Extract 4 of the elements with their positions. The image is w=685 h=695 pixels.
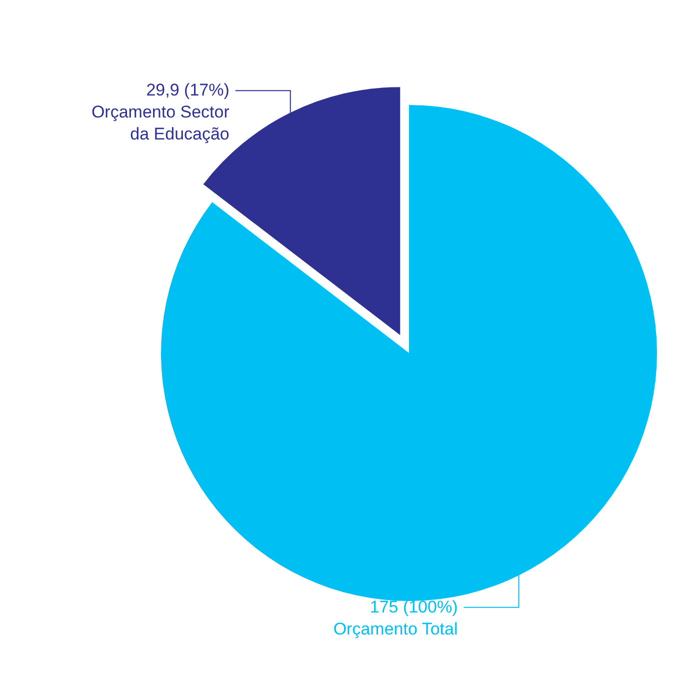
data-label: 29,9 (17%) — [146, 80, 230, 100]
slice-label: Orçamento Sector da Educação — [91, 102, 230, 144]
data-label: 175 (100%) — [370, 597, 458, 616]
slice-label: Orçamento Total — [333, 619, 458, 638]
